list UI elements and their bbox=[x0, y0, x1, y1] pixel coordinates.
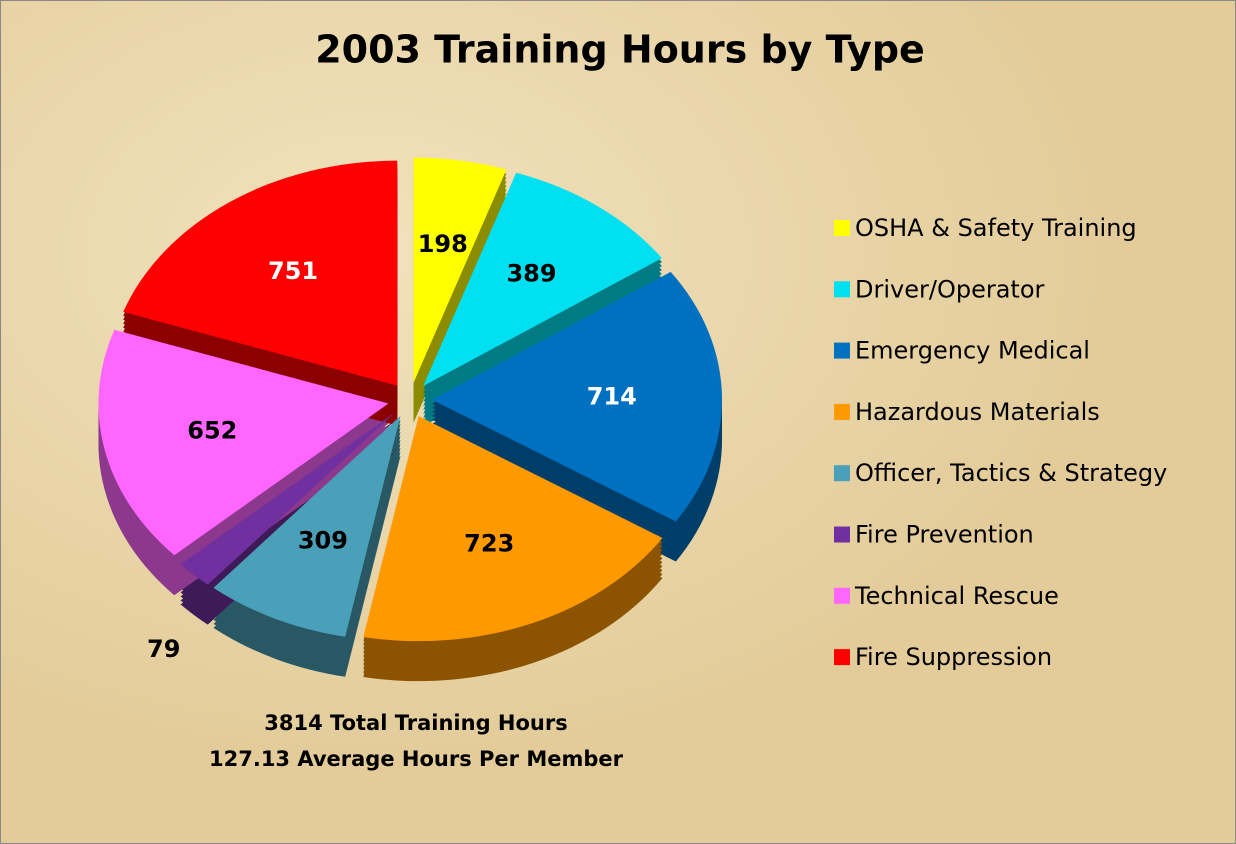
slice bbox=[423, 172, 662, 386]
slice bbox=[431, 271, 722, 522]
legend-swatch bbox=[834, 465, 850, 482]
legend-swatch bbox=[834, 526, 850, 543]
legend-label: Fire Suppression bbox=[855, 643, 1052, 671]
data-label: 723 bbox=[464, 529, 514, 557]
annotation: 127.13 Average Hours Per Member bbox=[209, 747, 624, 771]
data-label: 309 bbox=[298, 527, 348, 555]
legend-swatch bbox=[834, 220, 850, 236]
slice bbox=[98, 329, 389, 556]
data-label: 389 bbox=[506, 260, 556, 288]
slice bbox=[413, 157, 507, 383]
data-label: 714 bbox=[587, 382, 637, 410]
legend-swatch bbox=[834, 281, 850, 298]
legend-swatch bbox=[834, 342, 850, 359]
slice bbox=[213, 415, 401, 637]
legend-swatch bbox=[834, 587, 850, 604]
data-label: 751 bbox=[268, 257, 318, 285]
data-label: 198 bbox=[418, 230, 468, 258]
slice bbox=[123, 160, 398, 386]
data-label: 652 bbox=[187, 417, 237, 445]
legend-label: Hazardous Materials bbox=[855, 398, 1100, 426]
legend-label: Officer, Tactics & Strategy bbox=[855, 459, 1167, 487]
legend-label: OSHA & Safety Training bbox=[855, 214, 1137, 242]
legend-swatch bbox=[834, 649, 850, 666]
slice bbox=[180, 412, 395, 585]
legend-label: Driver/Operator bbox=[855, 275, 1044, 303]
legend-label: Fire Prevention bbox=[855, 521, 1034, 549]
legend-label: Technical Rescue bbox=[854, 582, 1059, 610]
data-label: 79 bbox=[147, 635, 180, 663]
annotation: 3814 Total Training Hours bbox=[264, 711, 567, 735]
legend-swatch bbox=[834, 403, 850, 420]
chart-title: 2003 Training Hours by Type bbox=[315, 28, 925, 72]
slice bbox=[363, 416, 663, 642]
legend-label: Emergency Medical bbox=[855, 337, 1090, 365]
